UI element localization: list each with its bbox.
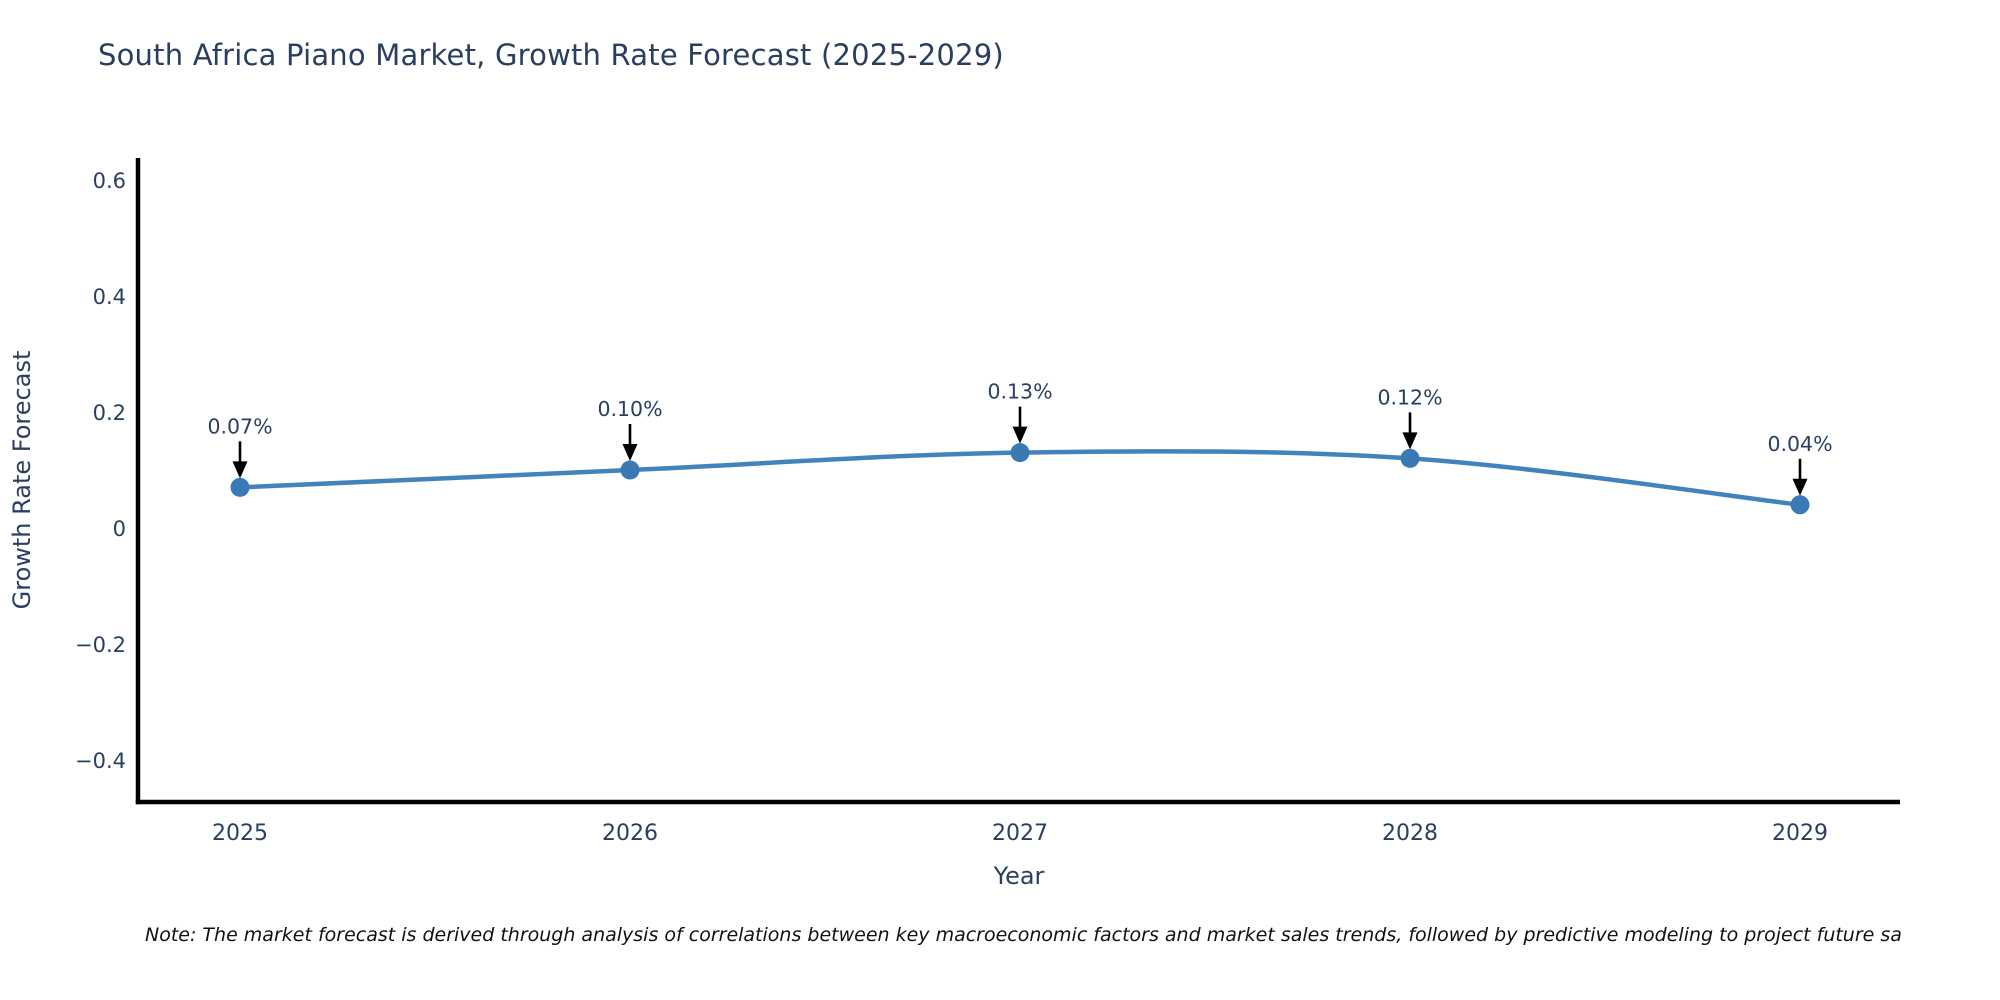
annotation-label: 0.04%: [1767, 432, 1832, 456]
annotation-label: 0.12%: [1377, 385, 1442, 409]
data-point-marker[interactable]: [620, 460, 640, 480]
y-tick-label: 0.4: [93, 285, 126, 309]
data-point-marker[interactable]: [1790, 495, 1810, 515]
x-tick-label: 2029: [1772, 821, 1828, 846]
y-axis-title: Growth Rate Forecast: [8, 351, 36, 610]
x-axis-title: Year: [993, 862, 1045, 890]
annotation-arrowhead: [1012, 426, 1028, 444]
annotation-arrowhead: [1402, 432, 1418, 450]
x-tick-label: 2028: [1382, 821, 1438, 846]
y-tick-label: 0.6: [93, 169, 126, 193]
y-tick-label: 0.2: [93, 401, 126, 425]
annotation-arrowhead: [622, 444, 638, 461]
x-tick-label: 2026: [602, 821, 658, 846]
data-point-marker[interactable]: [1010, 443, 1030, 463]
footnote: Note: The market forecast is derived thr…: [145, 924, 1902, 946]
y-tick-label: 0: [113, 517, 126, 541]
y-tick-label: −0.2: [75, 633, 126, 657]
x-tick-label: 2027: [992, 821, 1048, 846]
x-tick-label: 2025: [212, 821, 268, 846]
y-tick-label: −0.4: [75, 749, 126, 773]
annotation-arrowhead: [1792, 478, 1808, 496]
data-point-marker[interactable]: [230, 477, 250, 497]
annotation-label: 0.10%: [597, 397, 662, 421]
annotation-label: 0.07%: [207, 414, 272, 438]
annotation-label: 0.13%: [987, 380, 1052, 404]
chart-title: South Africa Piano Market, Growth Rate F…: [98, 38, 1004, 72]
data-point-marker[interactable]: [1400, 448, 1420, 468]
annotation-arrowhead: [232, 461, 248, 479]
